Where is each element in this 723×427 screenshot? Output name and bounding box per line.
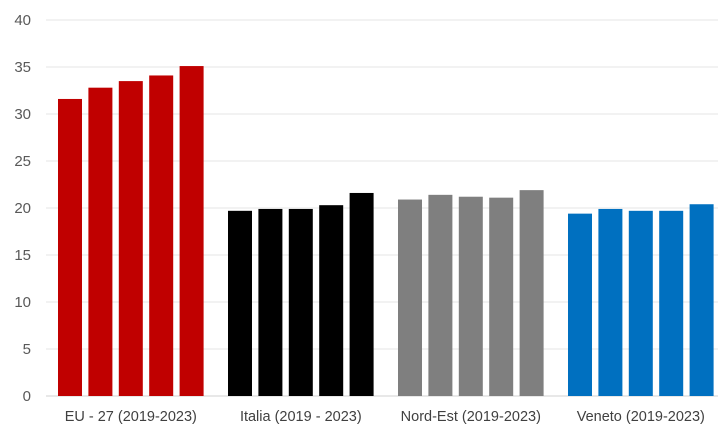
- category-label: Nord-Est (2019-2023): [401, 409, 541, 425]
- y-axis-tick-labels: 0 5 10 15 20 25 30 35 40: [14, 12, 31, 405]
- bar: [689, 204, 714, 396]
- bar: [489, 197, 514, 396]
- bar: [628, 210, 653, 396]
- bar: [149, 75, 174, 397]
- y-tick-label: 20: [14, 200, 31, 217]
- bar: [118, 81, 143, 396]
- bars: [58, 66, 714, 397]
- bar: [288, 208, 313, 396]
- category-label: Veneto (2019-2023): [577, 409, 705, 425]
- y-tick-label: 40: [14, 12, 31, 29]
- bar: [319, 205, 344, 396]
- y-tick-label: 35: [14, 59, 31, 76]
- bar: [258, 208, 283, 396]
- category-label: EU - 27 (2019-2023): [65, 409, 197, 425]
- y-tick-label: 15: [14, 247, 31, 264]
- bar: [659, 210, 684, 396]
- category-label: Italia (2019 - 2023): [240, 409, 362, 425]
- bar: [598, 208, 623, 396]
- bar: [58, 98, 82, 397]
- bar: [428, 194, 453, 396]
- y-tick-label: 25: [14, 153, 31, 170]
- bar: [519, 190, 544, 396]
- bar: [88, 87, 113, 397]
- bar: [228, 210, 252, 396]
- y-tick-label: 5: [23, 341, 31, 358]
- bar: [179, 66, 204, 396]
- bar: [458, 196, 483, 396]
- y-tick-label: 10: [14, 294, 31, 311]
- bar: [568, 213, 592, 396]
- x-axis-category-labels: EU - 27 (2019-2023) Italia (2019 - 2023) N…: [65, 409, 705, 425]
- bar: [349, 192, 374, 396]
- y-tick-label: 30: [14, 106, 31, 123]
- bar: [398, 199, 422, 396]
- y-tick-label: 0: [23, 388, 31, 405]
